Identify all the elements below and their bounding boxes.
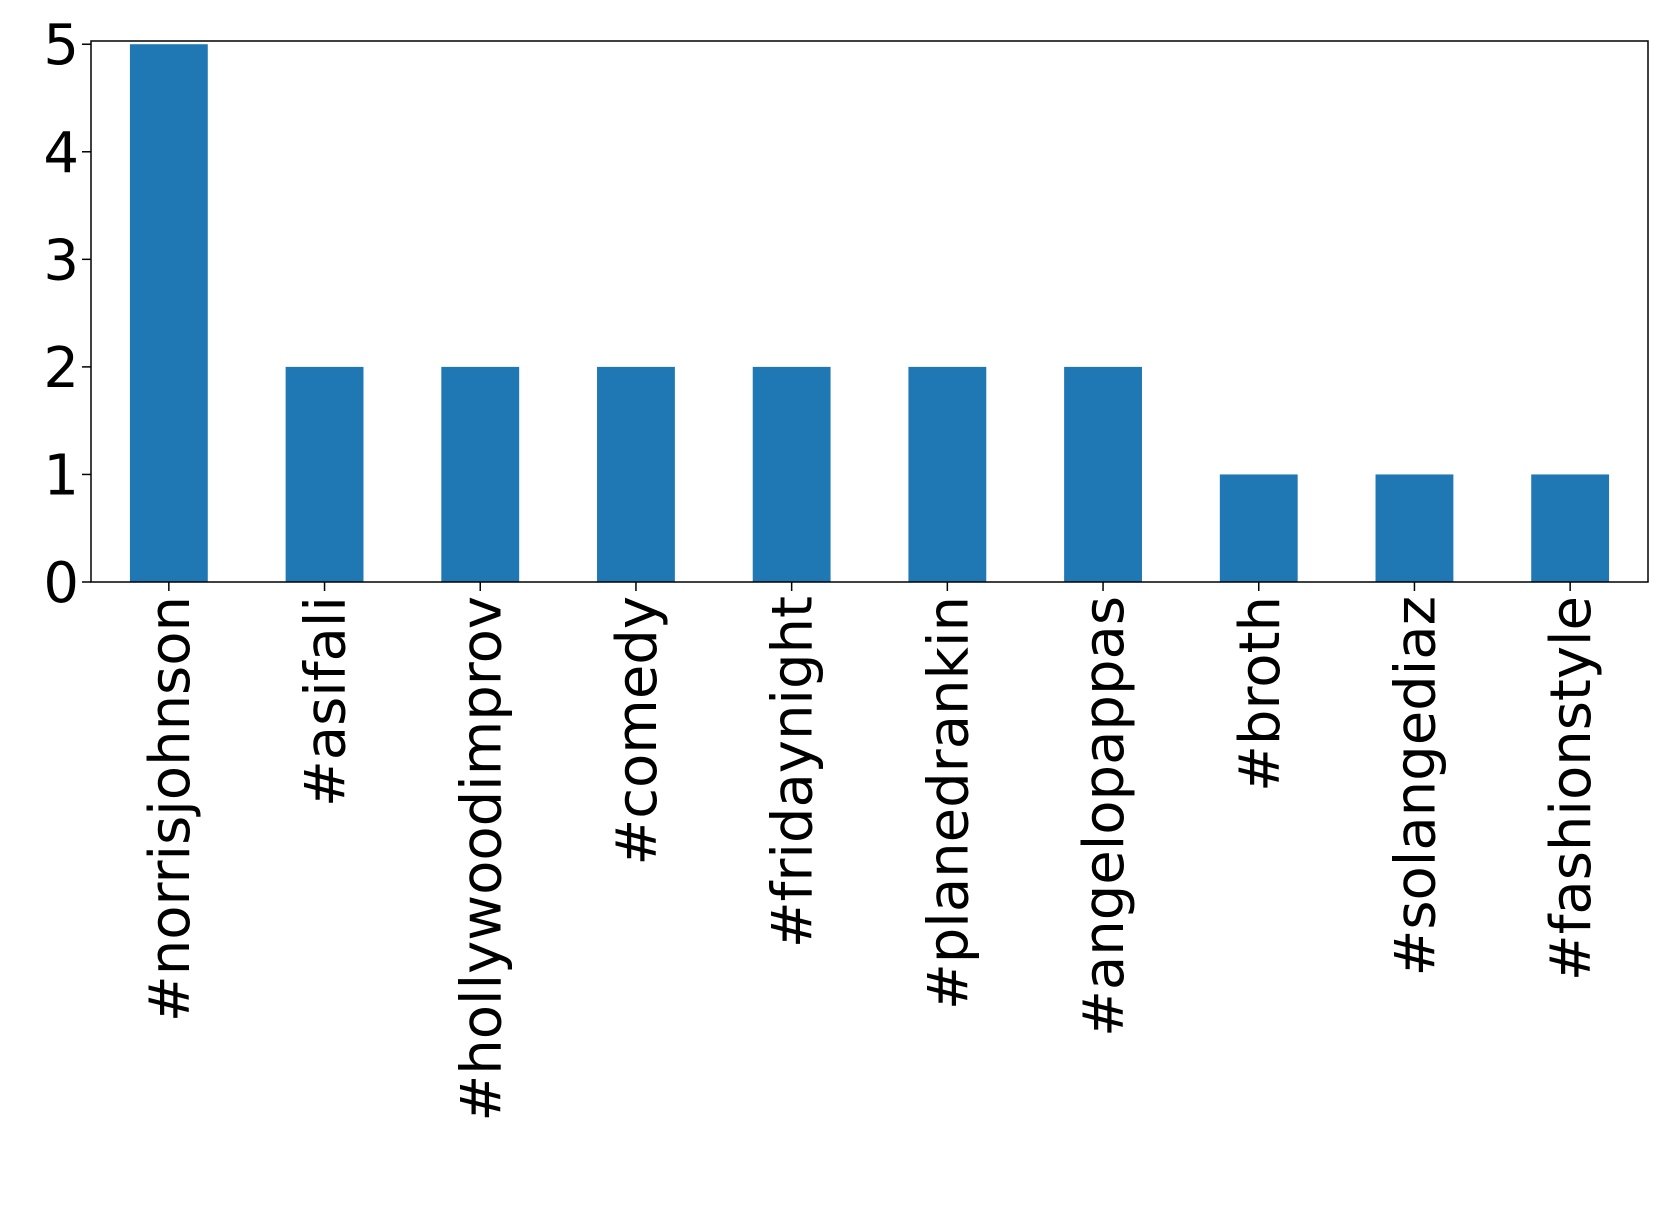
y-tick-label: 5 — [43, 13, 79, 78]
x-tick-label: #fridaynight — [761, 596, 826, 948]
plot-frame — [90, 40, 1649, 583]
bar — [1219, 474, 1298, 582]
bar — [129, 44, 208, 583]
bar — [1531, 474, 1610, 582]
bar — [1375, 474, 1454, 582]
x-tick-label: #hollywoodimprov — [449, 596, 514, 1122]
x-tick-label: #norrisjohnson — [138, 596, 203, 1022]
bar — [441, 366, 520, 582]
x-tick-label: #broth — [1228, 596, 1293, 792]
x-tick-label: #solangediaz — [1383, 596, 1448, 977]
x-tick-label: #planedrankin — [916, 596, 981, 1010]
bar — [1064, 366, 1142, 582]
y-tick-label: 4 — [43, 121, 79, 186]
y-tick-label: 3 — [43, 228, 79, 293]
y-tick-label: 2 — [43, 336, 79, 401]
x-tick-label: #fashionstyle — [1539, 596, 1604, 981]
x-tick-label: #comedy — [605, 596, 670, 866]
x-tick-label: #angelopappas — [1072, 596, 1137, 1037]
bar — [752, 366, 831, 582]
y-tick-label: 1 — [43, 443, 79, 508]
y-tick-label: 0 — [43, 551, 79, 616]
bar — [285, 366, 364, 582]
bar — [908, 366, 987, 582]
bar — [597, 366, 675, 582]
x-tick-label: #asifali — [294, 596, 359, 807]
